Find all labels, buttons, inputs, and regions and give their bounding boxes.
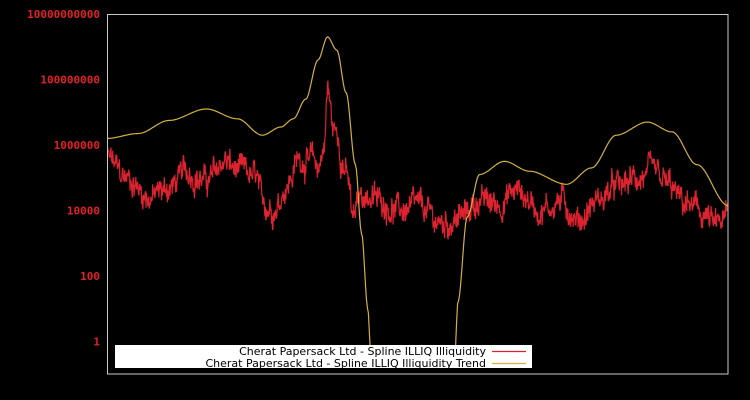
- y-axis-tick-labels: 10000000000 100000000 1000000 10000 100 1: [27, 8, 100, 349]
- illiquidity-series-line: [107, 80, 728, 240]
- legend-label-trend: Cherat Papersack Ltd - Spline ILLIQ Illi…: [205, 357, 486, 370]
- y-tick-label: 1: [93, 336, 100, 349]
- y-tick-label: 10000: [67, 205, 100, 218]
- y-tick-label: 1000000: [54, 139, 100, 152]
- y-tick-label: 100: [80, 270, 100, 283]
- y-tick-label: 10000000000: [27, 8, 100, 21]
- plot-area-frame: [107, 14, 729, 375]
- legend-label-illiquidity: Cherat Papersack Ltd - Spline ILLIQ Illi…: [239, 345, 486, 358]
- legend: Cherat Papersack Ltd - Spline ILLIQ Illi…: [115, 345, 532, 370]
- legend-box: [115, 345, 532, 368]
- y-tick-label: 100000000: [40, 74, 100, 87]
